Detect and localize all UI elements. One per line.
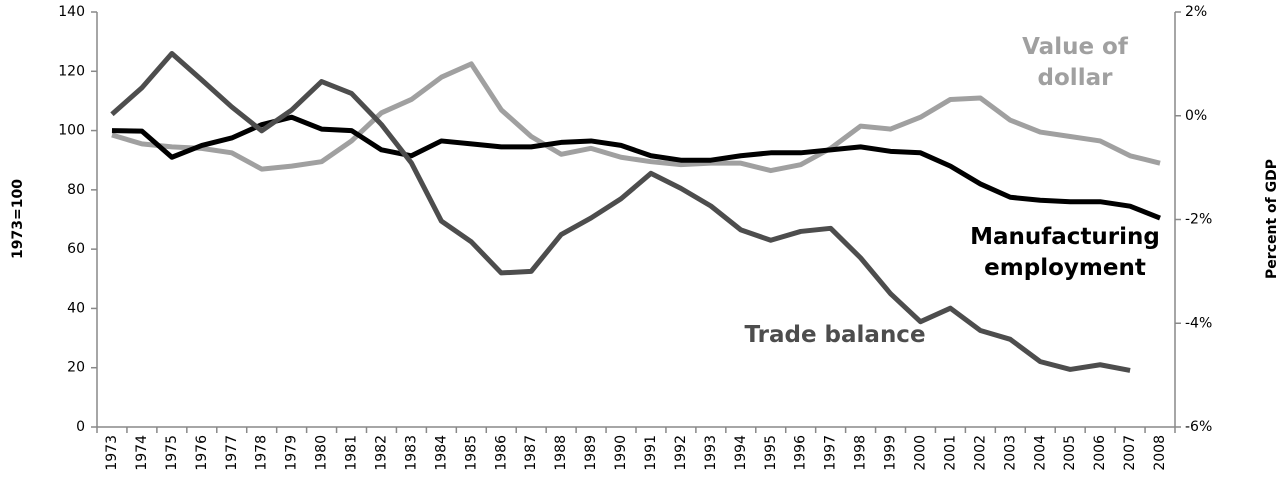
series-line	[111, 61, 1161, 174]
series-label: Manufacturing employment	[970, 224, 1160, 281]
x-tick-label: 1981	[344, 435, 360, 471]
series-label: Value of dollar	[1022, 34, 1128, 91]
x-tick-label: 2008	[1152, 435, 1168, 471]
x-tick-label: 1993	[703, 435, 719, 471]
y-axis-title: 1973=100	[10, 179, 26, 259]
x-tick-label: 1973	[104, 435, 120, 471]
series-label: Trade balance	[744, 322, 926, 348]
y-tick-label: 40	[67, 300, 85, 316]
y2-tick-label: -6%	[1185, 419, 1212, 435]
x-tick-label: 1984	[433, 435, 449, 471]
x-tick-label: 2005	[1062, 435, 1078, 471]
x-tick-label: 1983	[403, 435, 419, 471]
series-line	[111, 114, 1161, 221]
x-tick-label: 1975	[164, 435, 180, 471]
y2-axis-title: Percent of GDP	[1264, 159, 1280, 279]
x-tick-label: 2002	[972, 435, 988, 471]
x-tick-label: 1982	[373, 435, 389, 471]
x-tick-label: 1999	[883, 435, 899, 471]
x-tick-label: 2004	[1032, 435, 1048, 471]
x-tick-label: 2007	[1122, 435, 1138, 471]
series-line	[110, 51, 1131, 373]
y-tick-label: 80	[67, 182, 85, 198]
y-tick-label: 100	[58, 123, 85, 139]
x-tick-label: 1995	[763, 435, 779, 471]
x-tick-label: 1990	[613, 435, 629, 471]
x-tick-label: 2003	[1002, 435, 1018, 471]
x-tick-label: 1986	[493, 435, 509, 471]
y2-tick-label: 0%	[1185, 108, 1207, 124]
y-tick-label: 20	[67, 360, 85, 376]
x-tick-label: 1987	[523, 435, 539, 471]
y-tick-label: 0	[76, 419, 85, 435]
x-tick-label: 1979	[284, 435, 300, 471]
y2-tick-label: -2%	[1185, 212, 1212, 228]
x-tick-label: 1997	[823, 435, 839, 471]
x-tick-label: 1980	[314, 435, 330, 471]
x-tick-label: 1988	[553, 435, 569, 471]
x-tick-label: 2000	[912, 435, 928, 471]
y2-tick-label: 2%	[1185, 4, 1207, 20]
x-tick-label: 1977	[224, 435, 240, 471]
y-tick-label: 140	[58, 4, 85, 20]
x-tick-label: 1996	[793, 435, 809, 471]
x-tick-label: 1989	[583, 435, 599, 471]
x-tick-label: 1976	[194, 435, 210, 471]
x-tick-label: 1998	[853, 435, 869, 471]
x-tick-label: 1978	[254, 435, 270, 471]
y-tick-label: 60	[67, 241, 85, 257]
x-tick-label: 2001	[942, 435, 958, 471]
x-tick-label: 1992	[673, 435, 689, 471]
y2-tick-label: -4%	[1185, 315, 1212, 331]
x-tick-label: 1974	[134, 435, 150, 471]
x-tick-label: 1991	[643, 435, 659, 471]
x-tick-label: 2006	[1092, 435, 1108, 471]
x-tick-label: 1994	[733, 435, 749, 471]
y-tick-label: 120	[58, 63, 85, 79]
x-tick-label: 1985	[463, 435, 479, 471]
